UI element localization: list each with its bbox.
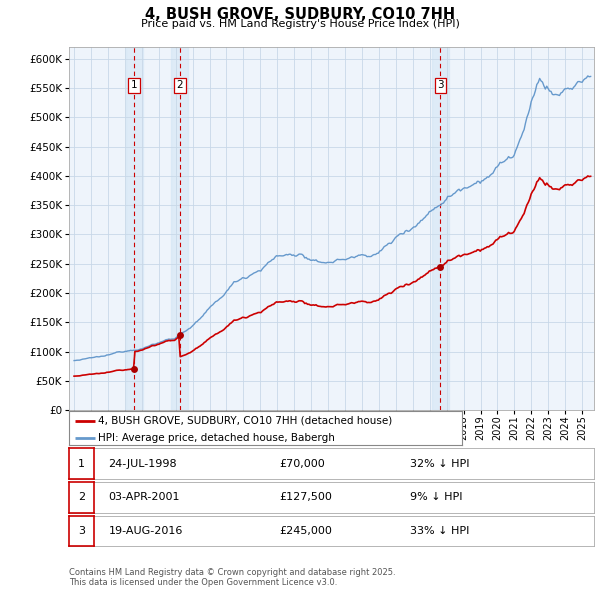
Text: 32% ↓ HPI: 32% ↓ HPI [410,459,470,468]
Text: 1: 1 [131,80,137,90]
Text: 3: 3 [78,526,85,536]
Text: 1: 1 [78,459,85,468]
Text: 33% ↓ HPI: 33% ↓ HPI [410,526,470,536]
Text: HPI: Average price, detached house, Babergh: HPI: Average price, detached house, Babe… [98,433,335,443]
Text: Contains HM Land Registry data © Crown copyright and database right 2025.
This d: Contains HM Land Registry data © Crown c… [69,568,395,587]
Text: Price paid vs. HM Land Registry's House Price Index (HPI): Price paid vs. HM Land Registry's House … [140,19,460,30]
Text: 9% ↓ HPI: 9% ↓ HPI [410,493,463,502]
Text: £245,000: £245,000 [279,526,332,536]
Bar [432,47,449,410]
Text: £70,000: £70,000 [279,459,325,468]
Text: 4, BUSH GROVE, SUDBURY, CO10 7HH (detached house): 4, BUSH GROVE, SUDBURY, CO10 7HH (detach… [98,416,393,426]
Bar [126,47,143,410]
Text: 4, BUSH GROVE, SUDBURY, CO10 7HH: 4, BUSH GROVE, SUDBURY, CO10 7HH [145,7,455,22]
Bar [172,47,188,410]
Text: £127,500: £127,500 [279,493,332,502]
Text: 2: 2 [78,493,85,502]
Text: 19-AUG-2016: 19-AUG-2016 [109,526,183,536]
Text: 3: 3 [437,80,444,90]
Text: 2: 2 [176,80,183,90]
Text: 24-JUL-1998: 24-JUL-1998 [109,459,177,468]
Text: 03-APR-2001: 03-APR-2001 [109,493,180,502]
